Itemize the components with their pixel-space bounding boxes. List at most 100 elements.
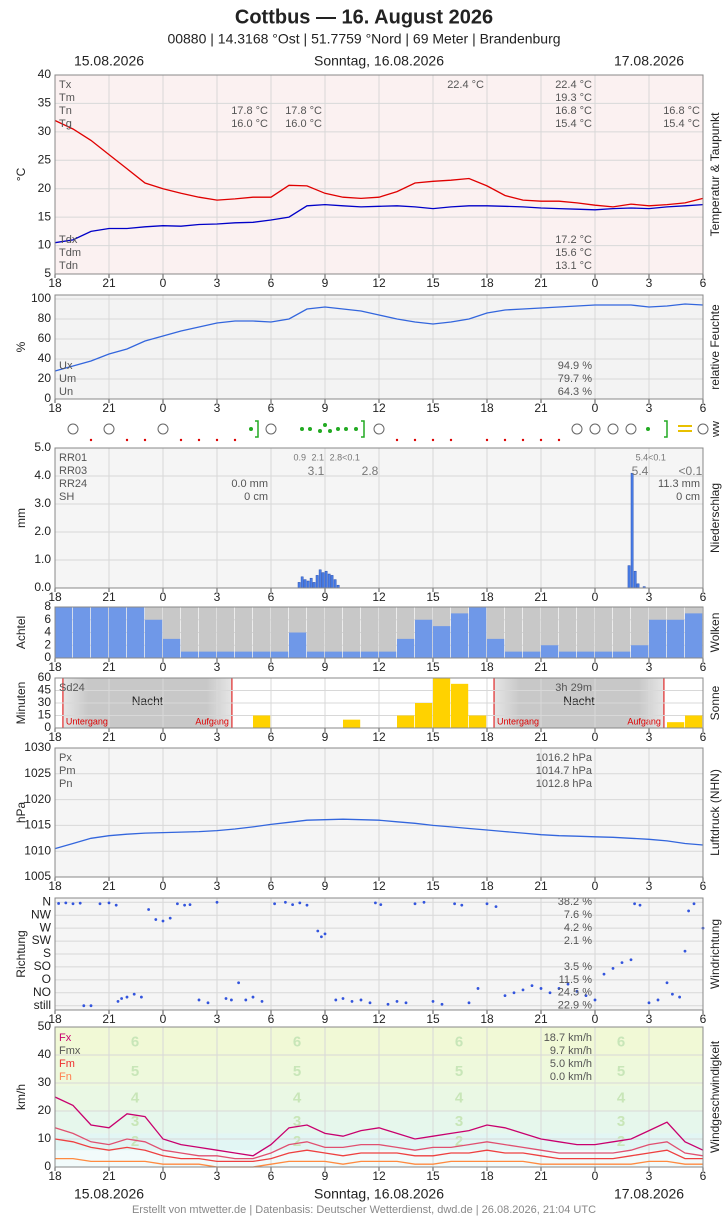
point — [161, 919, 165, 923]
bar-background — [217, 607, 235, 658]
subtitle: 00880 | 14.3168 °Ost | 51.7759 °Nord | 6… — [167, 31, 560, 47]
bar — [163, 638, 181, 658]
weather-symbol — [233, 438, 237, 442]
precip-sum-label: 2.1 — [312, 452, 325, 462]
weather-symbol — [607, 423, 619, 435]
plot-frame — [54, 74, 704, 275]
x-tick-label: 18 — [480, 401, 494, 415]
y-axis-label: hPa — [14, 802, 28, 824]
weather-symbol — [265, 423, 277, 435]
point — [107, 901, 111, 905]
stat-label: Tm — [59, 92, 75, 104]
point — [368, 1001, 372, 1005]
x-tick-label: 6 — [700, 1012, 707, 1026]
bar — [321, 572, 325, 589]
bar — [55, 607, 73, 658]
bar — [309, 577, 313, 589]
bar-background — [325, 607, 343, 658]
point — [379, 903, 383, 907]
stat-value: 1012.8 hPa — [536, 778, 593, 790]
y-tick-label: SO — [34, 959, 51, 973]
point — [611, 966, 615, 970]
y-tick-label: 0.0 — [34, 580, 51, 594]
x-tick-label: 18 — [48, 590, 62, 604]
point — [89, 1004, 93, 1008]
point — [647, 1001, 651, 1005]
x-tick-label: 6 — [700, 1169, 707, 1183]
x-tick-label: 12 — [372, 879, 386, 893]
line — [54, 203, 704, 244]
point — [188, 903, 192, 907]
point — [503, 994, 507, 998]
plot-frame — [54, 897, 704, 1011]
x-tick-label: 21 — [534, 276, 548, 290]
bar — [397, 638, 415, 658]
bar — [451, 613, 469, 658]
x-tick-label: 3 — [214, 1012, 221, 1026]
weather-symbol — [503, 438, 507, 442]
x-tick-label: 0 — [592, 879, 599, 893]
stat-value: 4.2 % — [564, 922, 592, 934]
stat-label: Pm — [59, 765, 76, 777]
y-tick-label: 40 — [38, 351, 52, 365]
point — [431, 999, 435, 1003]
point — [176, 902, 179, 906]
point — [453, 902, 456, 906]
line — [54, 1096, 704, 1157]
weather-symbol — [215, 438, 219, 442]
weather-symbol — [300, 427, 304, 431]
stat-value: 18.7 km/h — [544, 1032, 592, 1044]
beaufort-label: 3 — [617, 1113, 625, 1130]
weather-symbol — [485, 438, 489, 442]
stat-value: 7.6 % — [564, 909, 592, 921]
point — [251, 995, 255, 999]
bar — [73, 607, 91, 658]
date-left: 15.08.2026 — [74, 53, 144, 69]
y-tick-label: 20 — [38, 371, 52, 385]
bar — [451, 683, 469, 728]
line — [54, 1138, 703, 1163]
stat-label: Tdm — [59, 247, 81, 259]
point — [494, 905, 498, 909]
y-tick-label: 5 — [44, 266, 51, 280]
y-tick-label: 1030 — [24, 740, 51, 754]
bar-background — [505, 607, 523, 658]
point — [413, 902, 417, 906]
weather-symbol — [344, 427, 348, 431]
stat-label: Tdx — [59, 234, 78, 246]
bar — [577, 651, 595, 658]
bar — [318, 569, 322, 589]
bar-background — [361, 607, 379, 658]
stat-value: 16.0 °C — [231, 118, 268, 130]
stat-label: Fx — [59, 1032, 72, 1044]
x-tick-label: 15 — [426, 401, 440, 415]
side-label: Windrichtung — [708, 919, 722, 989]
y-tick-label: 30 — [38, 124, 52, 138]
stat-value: 17.8 °C — [231, 105, 268, 117]
weather-symbol — [395, 438, 399, 442]
weather-symbol — [157, 423, 169, 435]
weather-symbol — [697, 423, 709, 435]
date-left: 15.08.2026 — [74, 1186, 144, 1202]
panel: 1005 1010 1015 1020 1025 1030 18 21 0 3 6 9 12 15 18 21… — [14, 740, 722, 893]
line — [54, 1127, 704, 1160]
stat-value: 64.3 % — [558, 386, 592, 398]
beaufort-label: 4 — [617, 1089, 626, 1106]
bar — [306, 580, 310, 589]
x-tick-label: 15 — [426, 276, 440, 290]
stat-value: 16.8 °C — [555, 105, 592, 117]
point — [57, 902, 60, 905]
point — [548, 991, 552, 995]
bar — [324, 570, 328, 589]
x-tick-label: 9 — [322, 730, 329, 744]
weather-symbol — [678, 425, 692, 432]
beaufort-label: 4 — [455, 1089, 464, 1106]
bar — [685, 715, 703, 728]
night-label: Nacht — [132, 694, 164, 708]
weather-symbol — [373, 423, 385, 435]
stat-value: 24.5 % — [558, 987, 592, 999]
precip-sum-label: 5.4<0.1 — [636, 452, 666, 462]
x-tick-label: 18 — [480, 660, 494, 674]
y-axis-label: Minuten — [14, 682, 28, 725]
